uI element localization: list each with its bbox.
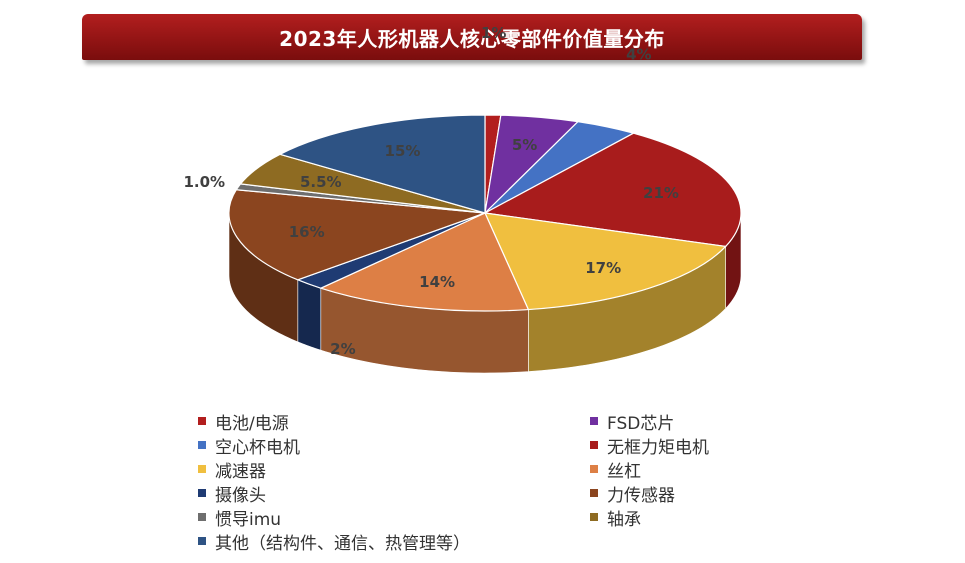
pie-data-labels: 1% 5% 4% 21% 17% 14% 2% 16% 1.0% 5.5% 15% bbox=[183, 24, 678, 358]
legend-swatch-5 bbox=[590, 465, 598, 473]
legend-item-1: FSD芯片 bbox=[590, 410, 675, 434]
legend-swatch-3 bbox=[590, 441, 598, 449]
pie-side-walls bbox=[228, 212, 742, 374]
legend-swatch-6 bbox=[198, 489, 206, 497]
pie-label-4: 17% bbox=[585, 259, 621, 277]
legend-item-0: 电池/电源 bbox=[198, 410, 289, 434]
pie-slice-4 bbox=[484, 212, 727, 311]
pie-label-10: 15% bbox=[385, 142, 421, 160]
legend-item-7: 力传感器 bbox=[590, 482, 675, 506]
legend-item-10: 其他（结构件、通信、热管理等） bbox=[198, 530, 470, 554]
legend-item-5: 丝杠 bbox=[590, 458, 641, 482]
pie-side-6 bbox=[297, 279, 322, 351]
legend-item-6: 摄像头 bbox=[198, 482, 266, 506]
chart-title: 2023年人形机器人核心零部件价值量分布 bbox=[82, 14, 862, 60]
legend-item-9: 轴承 bbox=[590, 506, 641, 530]
pie-slice-3 bbox=[483, 132, 742, 248]
legend-swatch-10 bbox=[198, 537, 206, 545]
legend-swatch-0 bbox=[198, 417, 206, 425]
legend-item-4: 减速器 bbox=[198, 458, 266, 482]
pie-label-2: 4% bbox=[626, 46, 651, 64]
pie-label-1: 5% bbox=[512, 136, 537, 154]
pie-slice-10 bbox=[278, 114, 486, 214]
legend-label-1: FSD芯片 bbox=[607, 413, 675, 434]
pie-slice-7 bbox=[228, 189, 486, 281]
legend-label-7: 力传感器 bbox=[607, 485, 675, 506]
pie-label-9: 5.5% bbox=[300, 173, 342, 191]
legend-item-3: 无框力矩电机 bbox=[590, 434, 709, 458]
legend-swatch-7 bbox=[590, 489, 598, 497]
pie-label-8: 1.0% bbox=[183, 173, 225, 191]
legend-label-3: 无框力矩电机 bbox=[607, 437, 709, 458]
pie-label-3: 21% bbox=[643, 184, 679, 202]
legend-label-5: 丝杠 bbox=[607, 461, 641, 482]
pie-label-0: 1% bbox=[481, 24, 506, 42]
legend-label-2: 空心杯电机 bbox=[215, 437, 300, 458]
legend-swatch-8 bbox=[198, 513, 206, 521]
legend-item-2: 空心杯电机 bbox=[198, 434, 300, 458]
legend-swatch-4 bbox=[198, 465, 206, 473]
legend-label-4: 减速器 bbox=[215, 461, 266, 482]
pie-slice-5 bbox=[319, 212, 530, 312]
legend-label-9: 轴承 bbox=[607, 509, 641, 530]
legend-swatch-9 bbox=[590, 513, 598, 521]
legend-swatch-1 bbox=[590, 417, 598, 425]
pie-top bbox=[228, 114, 742, 312]
legend-swatch-2 bbox=[198, 441, 206, 449]
legend-label-0: 电池/电源 bbox=[215, 413, 289, 434]
legend-item-8: 惯导imu bbox=[198, 506, 282, 530]
pie-label-6: 2% bbox=[330, 340, 355, 358]
pie-label-7: 16% bbox=[289, 223, 325, 241]
legend-label-6: 摄像头 bbox=[215, 485, 266, 506]
legend-label-10: 其他（结构件、通信、热管理等） bbox=[215, 533, 470, 554]
legend-label-8: 惯导imu bbox=[215, 509, 282, 530]
pie-label-5: 14% bbox=[419, 273, 455, 291]
